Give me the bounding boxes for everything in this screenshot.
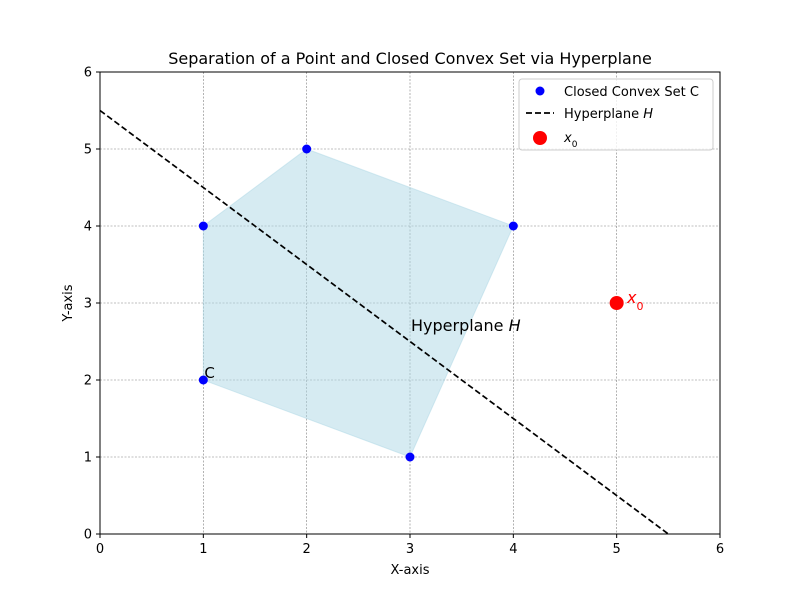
y-tick-label: 6 [84,66,92,81]
legend-marker-convex-set [535,86,545,96]
x-tick-label: 2 [303,542,311,557]
annotations: C Hyperplane H x0 [204,288,643,382]
x-tick-label: 0 [96,542,104,557]
convex-set-point [508,221,518,231]
legend-label-hyperplane: Hyperplane H [564,107,653,122]
y-tick-label: 3 [84,297,92,312]
convex-set-polygon [202,148,515,458]
axis-ticks: 0 1 2 3 4 5 6 0 1 2 3 4 5 6 [84,66,724,558]
y-axis-label: Y-axis [61,284,76,322]
legend-label-x0: x0 [563,131,578,150]
x-tick-label: 5 [613,542,621,557]
legend-box [518,78,714,151]
x-tick-label: 4 [509,542,517,557]
y-tick-label: 4 [84,220,92,235]
data-points [198,144,624,462]
chart-title: Separation of a Point and Closed Convex … [168,49,652,68]
x-tick-label: 3 [406,542,414,557]
legend-label-convex-set: Closed Convex Set C [564,85,699,100]
convex-set-point [198,375,208,385]
y-tick-label: 5 [84,143,92,158]
legend: Closed Convex Set C Hyperplane H x0 [518,78,714,151]
convex-set-region [202,148,515,458]
x0-point [609,296,624,310]
hyperplane-line-group [99,109,669,535]
x-tick-label: 6 [716,542,724,557]
convex-set-point [405,452,415,462]
hyperplane-line [99,109,669,535]
annotation-x0: x0 [626,288,643,313]
y-tick-label: 1 [84,451,92,466]
y-tick-label: 2 [84,374,92,389]
convex-set-point [198,221,208,231]
x-axis-label: X-axis [391,563,430,578]
x-tick-label: 1 [199,542,207,557]
annotation-c: C [204,364,214,382]
y-tick-label: 0 [84,528,92,543]
annotation-hyperplane: Hyperplane H [411,316,521,335]
convex-set-point [302,144,312,154]
legend-marker-x0 [533,131,547,145]
